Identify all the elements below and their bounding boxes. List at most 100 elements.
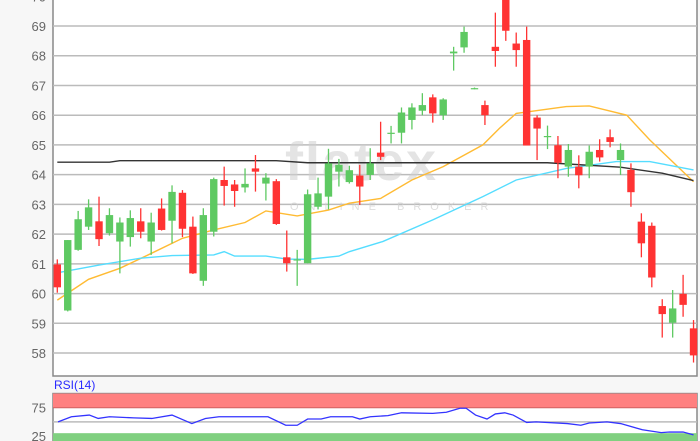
candle <box>241 168 249 193</box>
candle-body <box>178 192 187 229</box>
rsi-title: RSI(14) <box>54 378 95 392</box>
candle <box>293 249 301 286</box>
y-tick-label: 70 <box>32 0 46 4</box>
y-tick-label: 59 <box>32 316 46 331</box>
candle <box>157 198 166 231</box>
candle <box>658 299 666 338</box>
candle-body <box>575 166 583 176</box>
candle <box>95 196 103 247</box>
candle <box>481 100 489 126</box>
candle-body <box>460 31 468 48</box>
candle-body <box>303 194 312 264</box>
y-tick-label: 66 <box>32 108 46 123</box>
candle-body <box>397 112 406 133</box>
candle-body <box>439 99 447 116</box>
candle-body <box>220 180 228 186</box>
candle-body <box>418 105 427 111</box>
rsi-band <box>53 393 697 408</box>
candle <box>220 166 228 206</box>
candle-body <box>585 151 593 167</box>
candle-body <box>408 107 416 120</box>
candle-body <box>616 149 625 161</box>
candle <box>262 173 270 201</box>
candle <box>616 143 625 175</box>
candle-body <box>366 163 374 175</box>
rsi-band <box>53 433 697 441</box>
y-tick-label: 67 <box>32 78 46 93</box>
candle-body <box>429 97 437 114</box>
candle-body <box>335 164 343 172</box>
candle-body <box>126 218 135 238</box>
candle-body <box>491 46 500 51</box>
candle <box>64 240 72 312</box>
y-tick-label: 69 <box>32 19 46 34</box>
y-tick-label: 68 <box>32 49 46 64</box>
candle-body <box>679 293 687 305</box>
candle <box>283 230 291 272</box>
candle <box>595 139 604 162</box>
candle <box>449 46 458 71</box>
candle <box>366 148 374 181</box>
candle <box>324 148 333 210</box>
moving-average-line <box>57 159 694 182</box>
candle <box>397 107 406 144</box>
candle <box>53 259 61 293</box>
rsi-tick-label: 75 <box>32 401 46 416</box>
candle-body <box>53 264 61 288</box>
candle <box>429 94 437 123</box>
y-tick-label: 60 <box>32 287 46 302</box>
candle-body <box>84 207 93 227</box>
rsi-tick-label: 25 <box>32 429 46 441</box>
candle <box>137 208 145 239</box>
candle <box>210 177 218 237</box>
candle <box>637 213 646 258</box>
candle <box>606 129 614 148</box>
candle-body <box>658 306 666 315</box>
candle <box>84 199 93 230</box>
candle <box>178 190 187 238</box>
y-tick-label: 58 <box>32 346 46 361</box>
candle <box>575 155 583 189</box>
candle-body <box>512 43 520 51</box>
y-tick-label: 62 <box>32 227 46 242</box>
candle-body <box>137 221 145 232</box>
candle <box>543 125 552 150</box>
candle-body <box>627 169 635 193</box>
candle <box>303 189 312 264</box>
candle-body <box>668 308 677 323</box>
y-tick-label: 63 <box>32 197 46 212</box>
candle-body <box>64 240 72 311</box>
watermark-tagline: ONLINE BROKER <box>290 201 497 213</box>
candle <box>335 158 343 187</box>
candle-body <box>533 117 541 129</box>
candle-body <box>648 225 656 278</box>
rsi-line <box>57 407 694 436</box>
candle-body <box>376 152 385 157</box>
candle-body <box>147 222 155 242</box>
candle-body <box>543 136 552 138</box>
y-tick-label: 64 <box>32 168 46 183</box>
candle <box>387 125 395 144</box>
candle-body <box>502 0 510 31</box>
candle <box>376 121 385 161</box>
candle <box>230 180 239 207</box>
candle-body <box>689 328 698 356</box>
candle <box>272 179 281 225</box>
candle <box>147 212 155 255</box>
candle <box>439 98 447 120</box>
candle <box>554 136 562 179</box>
candle <box>585 145 593 179</box>
candle-body <box>481 105 489 116</box>
candle-body <box>356 175 364 187</box>
candle <box>105 208 114 236</box>
candle <box>648 222 656 288</box>
candle <box>345 165 354 184</box>
candle <box>189 216 197 274</box>
candle-body <box>595 149 604 158</box>
candle <box>408 103 416 130</box>
candle <box>314 177 322 210</box>
candle-body <box>262 177 270 184</box>
candle <box>470 87 479 90</box>
candle-body <box>293 259 301 261</box>
